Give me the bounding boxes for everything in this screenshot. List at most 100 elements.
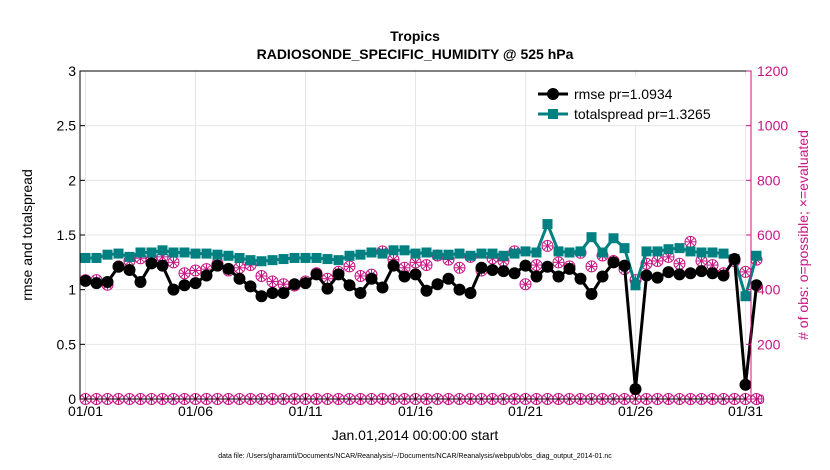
obs-count-marker	[266, 275, 279, 288]
totalspread-point	[113, 248, 124, 259]
rmse-point	[288, 278, 301, 291]
rmse-point	[90, 277, 103, 290]
y-tick-label: 1	[68, 282, 76, 298]
totalspread-point	[432, 249, 443, 260]
y-tick-label: 1.5	[57, 227, 77, 243]
rmse-point	[332, 268, 345, 281]
totalspread-point	[333, 255, 344, 266]
y-tick-label: 2	[68, 172, 76, 188]
rmse-point	[134, 276, 147, 289]
totalspread-point	[520, 246, 531, 257]
totalspread-series	[80, 219, 762, 302]
totalspread-point	[146, 247, 157, 258]
totalspread-point	[542, 219, 553, 230]
rmse-point	[508, 267, 521, 280]
rmse-point	[420, 284, 433, 297]
totalspread-point	[234, 252, 245, 263]
y-axis-label: rmse and totalspread	[19, 169, 35, 301]
rmse-point	[266, 286, 279, 299]
rmse-point	[475, 261, 488, 274]
obs-count-marker	[519, 278, 532, 291]
totalspread-point	[476, 248, 487, 259]
totalspread-point	[564, 247, 575, 258]
rmse-point	[211, 259, 224, 272]
y-tick-label: 2.5	[57, 118, 77, 134]
y2-tick-label: 200	[757, 336, 781, 352]
rmse-point	[299, 277, 312, 290]
totalspread-point	[586, 232, 597, 243]
totalspread-point	[608, 233, 619, 244]
rmse-point	[695, 265, 708, 278]
rmse-point	[167, 283, 180, 296]
rmse-point	[629, 383, 642, 396]
rmse-point	[596, 270, 609, 283]
totalspread-point	[685, 246, 696, 257]
footnote: data file: /Users/gharamti/Documents/NCA…	[218, 453, 612, 460]
rmse-point	[662, 266, 675, 279]
rmse-point	[387, 259, 400, 272]
rmse-point	[453, 283, 466, 296]
totalspread-point	[344, 250, 355, 261]
totalspread-point	[575, 246, 586, 257]
totalspread-point	[366, 247, 377, 258]
y2-tick-label: 800	[757, 172, 781, 188]
rmse-point	[486, 263, 499, 276]
rmse-point	[640, 269, 653, 282]
legend-rmse-label: rmse pr=1.0934	[574, 86, 673, 102]
totalspread-point	[421, 247, 432, 258]
rmse-point	[684, 267, 697, 280]
obs-count-marker	[343, 260, 356, 273]
obs-count-marker	[420, 259, 433, 272]
rmse-point	[464, 286, 477, 299]
rmse-point	[431, 278, 444, 291]
totalspread-point	[201, 248, 212, 259]
obs-count-marker	[167, 256, 180, 269]
rmse-point	[343, 279, 356, 292]
rmse-point	[574, 272, 587, 285]
rmse-point	[607, 256, 620, 269]
y-tick-label: 0.5	[57, 336, 77, 352]
obs-count-marker	[673, 257, 686, 270]
rmse-point	[706, 267, 719, 280]
x-tick-label: 01/16	[398, 403, 433, 419]
rmse-point	[321, 282, 334, 295]
obs-count-marker	[255, 270, 268, 282]
y2-axis-label: # of obs: o=possible; ×=evaluated	[795, 130, 811, 340]
totalspread-point	[454, 248, 465, 259]
totalspread-point	[410, 248, 421, 259]
rmse-point	[519, 259, 532, 272]
rmse-point	[145, 257, 158, 270]
rmse-series	[79, 253, 763, 396]
rmse-point	[563, 262, 576, 275]
totalspread-point	[157, 245, 168, 256]
totalspread-point	[597, 247, 608, 258]
rmse-point	[178, 279, 191, 292]
rmse-point	[189, 277, 202, 290]
y2-tick-label: 0	[757, 391, 765, 407]
totalspread-point	[718, 248, 729, 259]
obs-count-marker	[233, 261, 246, 274]
totalspread-point	[751, 250, 762, 261]
x-axis-label: Jan.01,2014 00:00:00 start	[332, 427, 499, 443]
y-axis-left: 0 0.5 1 1.5 2 2.5 3	[57, 63, 85, 407]
totalspread-point	[267, 255, 278, 266]
totalspread-point	[80, 252, 91, 263]
rmse-point	[552, 270, 565, 283]
x-tick-label: 01/11	[289, 403, 323, 419]
totalspread-point	[641, 246, 652, 257]
rmse-point	[651, 271, 664, 284]
rmse-point	[717, 269, 730, 282]
rmse-point	[255, 290, 268, 303]
rmse-point	[112, 260, 125, 273]
totalspread-point	[399, 245, 410, 256]
totalspread-point	[355, 249, 366, 260]
rmse-point	[585, 288, 598, 301]
rmse-point	[222, 262, 235, 275]
x-tick-label: 01/26	[618, 403, 653, 419]
x-tick-label: 01/31	[728, 403, 763, 419]
chart-title: Tropics	[390, 28, 440, 44]
totalspread-point	[223, 250, 234, 261]
rmse-point	[244, 280, 257, 293]
rmse-point	[728, 253, 741, 266]
